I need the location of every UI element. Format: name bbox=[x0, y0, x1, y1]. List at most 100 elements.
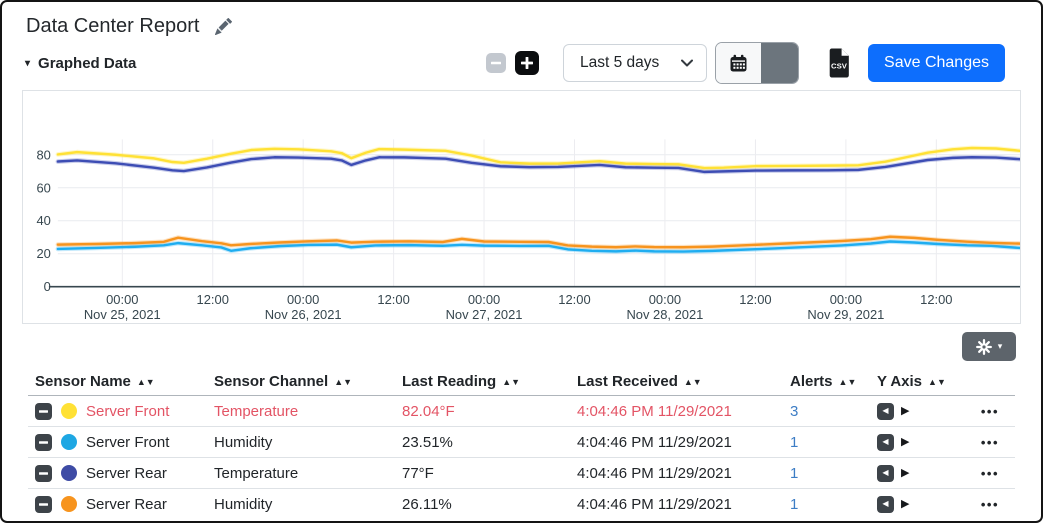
export-csv-button[interactable]: CSV bbox=[827, 48, 851, 78]
row-menu-button[interactable]: ••• bbox=[980, 403, 999, 419]
table-header: Sensor Name ▲▼ Sensor Channel ▲▼ Last Re… bbox=[28, 368, 1015, 396]
row-menu-button[interactable]: ••• bbox=[980, 434, 999, 450]
series-color-dot bbox=[61, 496, 77, 512]
svg-text:Nov 27, 2021: Nov 27, 2021 bbox=[446, 307, 523, 322]
table-row: Server Front Humidity 23.51% 4:04:46 PM … bbox=[28, 427, 1015, 458]
graphed-data-toggle[interactable]: ▾ Graphed Data bbox=[25, 55, 136, 72]
sort-icon: ▲▼ bbox=[838, 376, 857, 387]
date-range-value: Last 5 days bbox=[580, 54, 660, 71]
remove-sensor-button[interactable] bbox=[35, 495, 52, 513]
sort-icon: ▲▼ bbox=[683, 376, 702, 387]
table-row: Server Front Temperature 82.04°F 4:04:46… bbox=[28, 396, 1015, 427]
svg-text:20: 20 bbox=[36, 246, 50, 261]
date-range-select[interactable]: Last 5 days bbox=[563, 44, 708, 82]
alerts-count-link[interactable]: 3 bbox=[790, 402, 799, 420]
column-header-sensor-name[interactable]: Sensor Name ▲▼ bbox=[35, 373, 155, 390]
calendar-icon bbox=[716, 43, 762, 83]
column-header-y-axis[interactable]: Y Axis ▲▼ bbox=[877, 373, 946, 390]
series-color-dot bbox=[61, 465, 77, 481]
svg-text:00:00: 00:00 bbox=[830, 292, 862, 307]
svg-text:40: 40 bbox=[36, 213, 50, 228]
svg-text:00:00: 00:00 bbox=[106, 292, 138, 307]
svg-text:00:00: 00:00 bbox=[649, 292, 681, 307]
alerts-count-link[interactable]: 1 bbox=[790, 464, 799, 482]
triangle-left-icon: ◀ bbox=[882, 406, 889, 415]
svg-text:Nov 28, 2021: Nov 28, 2021 bbox=[626, 307, 703, 322]
last-reading: 82.04°F bbox=[402, 402, 455, 420]
minus-icon bbox=[39, 471, 48, 475]
triangle-left-icon: ◀ bbox=[882, 499, 889, 508]
series-color-dot bbox=[61, 403, 77, 419]
minus-icon bbox=[39, 409, 48, 413]
sort-icon: ▲▼ bbox=[928, 376, 946, 387]
svg-text:12:00: 12:00 bbox=[558, 292, 590, 307]
table-settings-button[interactable]: ▾ bbox=[962, 332, 1016, 361]
sensor-channel: Humidity bbox=[214, 495, 273, 513]
remove-sensor-button[interactable] bbox=[35, 464, 52, 482]
row-menu-button[interactable]: ••• bbox=[980, 465, 999, 481]
chart-toolbar: Last 5 days CSV Save Changes bbox=[486, 42, 1005, 84]
y-axis-right-button[interactable]: ▶ bbox=[901, 466, 910, 479]
controls-row: ▾ Graphed Data Last 5 days CSV bbox=[2, 38, 1041, 84]
save-changes-button[interactable]: Save Changes bbox=[868, 44, 1005, 82]
gear-icon bbox=[975, 338, 992, 355]
row-menu-button[interactable]: ••• bbox=[980, 496, 999, 512]
sort-icon: ▲▼ bbox=[136, 376, 155, 387]
sensor-channel: Temperature bbox=[214, 464, 299, 482]
sensor-name: Server Front bbox=[86, 433, 170, 451]
y-axis-left-button[interactable]: ◀ bbox=[877, 464, 894, 482]
svg-text:00:00: 00:00 bbox=[287, 292, 319, 307]
y-axis-left-button[interactable]: ◀ bbox=[877, 495, 894, 513]
alerts-count-link[interactable]: 1 bbox=[790, 495, 799, 513]
y-axis-right-button[interactable]: ▶ bbox=[901, 497, 910, 510]
table-row: Server Rear Humidity 26.11% 4:04:46 PM 1… bbox=[28, 489, 1015, 519]
calendar-split-right[interactable] bbox=[761, 43, 799, 83]
last-reading: 77°F bbox=[402, 464, 434, 482]
column-header-sensor-channel[interactable]: Sensor Channel ▲▼ bbox=[214, 373, 353, 390]
sensor-channel: Temperature bbox=[214, 402, 299, 420]
csv-file-icon: CSV bbox=[829, 48, 849, 78]
sensor-chart: 0 20 40 60 80 00:00 Nov 25, 2021 12:00 00:00 Nov … bbox=[22, 90, 1021, 324]
sensor-name: Server Rear bbox=[86, 464, 167, 482]
column-header-last-reading[interactable]: Last Reading ▲▼ bbox=[402, 373, 521, 390]
minus-icon bbox=[491, 61, 502, 65]
chevron-down-icon bbox=[681, 59, 694, 67]
title-row: Data Center Report bbox=[2, 2, 1041, 38]
last-received: 4:04:46 PM 11/29/2021 bbox=[577, 464, 732, 482]
svg-text:CSV: CSV bbox=[831, 62, 848, 71]
gear-caret-icon: ▾ bbox=[997, 341, 1003, 351]
remove-sensor-button[interactable] bbox=[35, 433, 52, 451]
remove-sensor-button[interactable] bbox=[35, 402, 52, 420]
svg-text:12:00: 12:00 bbox=[377, 292, 409, 307]
last-received: 4:04:46 PM 11/29/2021 bbox=[577, 495, 732, 513]
zoom-out-button[interactable] bbox=[486, 53, 507, 73]
edit-title-pencil-icon[interactable] bbox=[215, 18, 233, 35]
sensor-table: Sensor Name ▲▼ Sensor Channel ▲▼ Last Re… bbox=[28, 368, 1015, 519]
table-settings-row: ▾ bbox=[2, 324, 1041, 361]
y-axis-right-button[interactable]: ▶ bbox=[901, 404, 910, 417]
column-header-alerts[interactable]: Alerts ▲▼ bbox=[790, 373, 857, 390]
svg-text:Nov 25, 2021: Nov 25, 2021 bbox=[84, 307, 161, 322]
sensor-name: Server Front bbox=[86, 402, 170, 420]
last-reading: 26.11% bbox=[402, 495, 452, 513]
svg-text:12:00: 12:00 bbox=[197, 292, 229, 307]
y-axis-left-button[interactable]: ◀ bbox=[877, 433, 894, 451]
svg-text:12:00: 12:00 bbox=[739, 292, 771, 307]
sensor-name: Server Rear bbox=[86, 495, 167, 513]
last-received: 4:04:46 PM 11/29/2021 bbox=[577, 402, 732, 420]
section-label: Graphed Data bbox=[38, 54, 137, 72]
alerts-count-link[interactable]: 1 bbox=[790, 433, 799, 451]
calendar-split-button[interactable] bbox=[715, 42, 800, 84]
collapse-caret-icon: ▾ bbox=[25, 57, 31, 69]
triangle-left-icon: ◀ bbox=[882, 468, 889, 477]
plus-icon bbox=[521, 57, 534, 69]
y-axis-left-button[interactable]: ◀ bbox=[877, 402, 894, 420]
zoom-in-button[interactable] bbox=[515, 51, 540, 75]
series-color-dot bbox=[61, 434, 77, 450]
svg-text:12:00: 12:00 bbox=[920, 292, 952, 307]
y-axis-right-button[interactable]: ▶ bbox=[901, 435, 910, 448]
minus-icon bbox=[39, 440, 48, 444]
column-header-last-received[interactable]: Last Received ▲▼ bbox=[577, 373, 702, 390]
